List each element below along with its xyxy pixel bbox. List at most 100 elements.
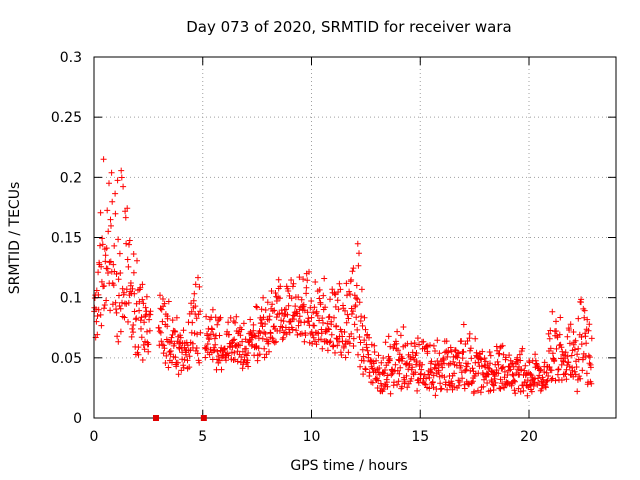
data-point: [272, 290, 279, 296]
data-point: [381, 382, 388, 389]
data-point: [95, 269, 102, 276]
data-point: [289, 283, 296, 290]
data-point: [117, 305, 124, 312]
data-point: [496, 350, 503, 357]
data-point: [130, 322, 137, 328]
data-point: [313, 308, 320, 315]
data-point: [367, 357, 374, 364]
data-point: [570, 329, 577, 335]
data-point: [186, 353, 193, 360]
data-point: [403, 372, 410, 379]
data-point: [301, 319, 308, 326]
data-point: [353, 314, 360, 321]
data-point: [566, 340, 573, 347]
data-point: [510, 372, 517, 379]
data-point: [126, 241, 132, 248]
data-point: [169, 331, 176, 338]
data-point: [250, 321, 257, 328]
data-point: [255, 345, 262, 352]
data-point: [445, 347, 452, 354]
data-point: [499, 380, 506, 387]
data-point: [449, 380, 456, 387]
data-point: [518, 366, 525, 373]
data-point: [356, 334, 363, 340]
data-point: [488, 378, 495, 385]
data-point: [98, 263, 105, 270]
data-point: [585, 327, 592, 334]
data-point: [359, 346, 366, 353]
data-point: [146, 316, 153, 323]
data-point: [275, 276, 282, 283]
data-point: [451, 384, 458, 390]
data-point: [382, 339, 389, 346]
data-point: [346, 340, 353, 347]
data-point: [334, 342, 341, 349]
data-point: [426, 385, 433, 392]
data-point: [258, 320, 265, 326]
data-point: [193, 345, 200, 351]
data-point: [196, 283, 203, 290]
data-point: [196, 359, 203, 366]
data-point: [133, 315, 140, 322]
data-point: [223, 357, 229, 364]
data-point: [334, 297, 341, 304]
data-point: [520, 387, 527, 394]
data-point: [361, 337, 368, 344]
data-point: [164, 323, 171, 330]
scatter-points: [91, 156, 595, 399]
data-point: [328, 331, 335, 338]
data-point: [116, 303, 123, 309]
data-point: [98, 322, 105, 329]
data-point: [260, 314, 267, 321]
data-point: [582, 333, 589, 340]
data-point: [308, 314, 315, 321]
data-point: [445, 361, 452, 368]
data-point: [486, 349, 493, 355]
data-point: [485, 364, 492, 371]
data-point: [225, 352, 232, 359]
data-point: [125, 318, 131, 325]
data-point: [482, 358, 489, 365]
data-point: [581, 307, 588, 314]
data-point: [436, 350, 443, 357]
data-point: [115, 276, 122, 283]
data-point: [418, 366, 425, 373]
data-point: [321, 275, 328, 282]
y-axis-label: SRMTID / TECUs: [7, 182, 23, 295]
data-point: [348, 311, 355, 317]
data-point: [261, 354, 268, 361]
data-point: [114, 177, 121, 184]
data-point: [141, 346, 148, 353]
data-point: [172, 328, 179, 335]
data-point: [404, 384, 411, 391]
data-point: [522, 362, 529, 369]
data-point: [400, 324, 407, 330]
data-point: [354, 240, 361, 247]
data-point: [162, 360, 169, 366]
data-point: [124, 256, 131, 263]
data-point: [147, 308, 154, 315]
data-point: [357, 339, 364, 346]
data-point: [93, 287, 100, 294]
data-point: [358, 313, 365, 320]
data-point: [455, 350, 462, 357]
data-point: [316, 286, 323, 293]
data-point: [463, 363, 470, 370]
data-point: [545, 373, 552, 379]
data-point: [106, 180, 112, 187]
data-point: [292, 303, 299, 310]
data-point: [310, 309, 317, 316]
data-point: [500, 364, 507, 370]
data-point: [544, 377, 551, 384]
data-point: [300, 276, 307, 283]
data-point: [142, 304, 149, 311]
data-point: [497, 385, 504, 392]
data-point: [434, 337, 441, 344]
data-point: [491, 373, 498, 380]
data-point: [161, 345, 168, 352]
data-point: [268, 288, 275, 294]
data-point: [214, 321, 221, 328]
x-tick-label: 5: [198, 429, 207, 445]
data-point: [551, 357, 558, 364]
data-point: [471, 388, 478, 395]
